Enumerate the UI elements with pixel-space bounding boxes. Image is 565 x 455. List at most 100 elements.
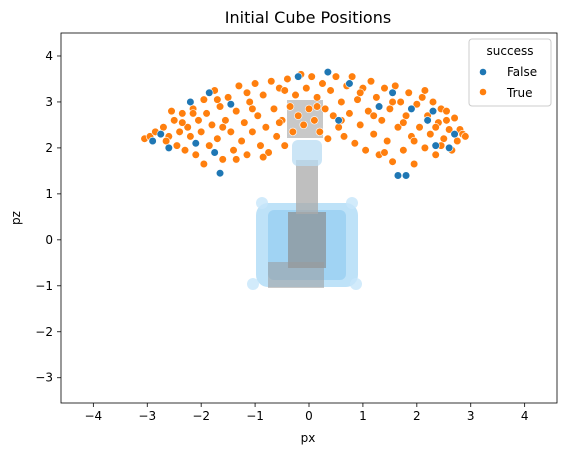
robot-arm bbox=[296, 160, 318, 214]
data-point-true bbox=[361, 146, 370, 155]
data-point-true bbox=[269, 104, 279, 113]
data-point-true bbox=[307, 72, 316, 81]
legend-marker-false bbox=[479, 68, 487, 76]
legend-label-false: False bbox=[507, 65, 537, 79]
data-point-true bbox=[348, 72, 357, 81]
data-point-true bbox=[396, 97, 405, 107]
data-point-false bbox=[191, 139, 200, 148]
data-point-true bbox=[388, 157, 397, 166]
x-axis-label: px bbox=[301, 431, 316, 445]
data-point-false bbox=[205, 88, 214, 97]
data-point-true bbox=[304, 104, 314, 113]
y-tick-label: 4 bbox=[45, 49, 53, 63]
data-point-true bbox=[213, 95, 222, 104]
robot-base-foot bbox=[268, 262, 324, 288]
data-point-true bbox=[242, 88, 252, 97]
data-point-true bbox=[312, 102, 322, 111]
data-point-true bbox=[191, 150, 200, 159]
data-point-true bbox=[337, 97, 346, 107]
data-point-true bbox=[162, 136, 171, 146]
data-point-true bbox=[232, 107, 241, 116]
x-tick-label: 0 bbox=[305, 409, 313, 423]
y-tick-label: −3 bbox=[35, 371, 53, 385]
data-point-true bbox=[334, 123, 343, 132]
data-point-true bbox=[431, 123, 440, 132]
data-point-true bbox=[283, 74, 292, 84]
robot-corner bbox=[350, 278, 362, 290]
data-point-true bbox=[321, 104, 330, 113]
data-point-false bbox=[407, 104, 416, 113]
data-point-true bbox=[450, 113, 459, 123]
data-point-true bbox=[391, 81, 400, 90]
data-point-false bbox=[334, 116, 343, 125]
x-tick-label: −4 bbox=[84, 409, 102, 423]
data-point-true bbox=[199, 95, 208, 104]
data-point-true bbox=[318, 79, 327, 88]
data-point-true bbox=[205, 141, 214, 150]
data-point-true bbox=[431, 150, 440, 159]
data-point-false bbox=[345, 79, 354, 88]
data-point-true bbox=[401, 111, 411, 120]
data-point-true bbox=[250, 79, 260, 88]
data-point-true bbox=[178, 109, 187, 118]
data-point-true bbox=[410, 159, 419, 169]
data-point-true bbox=[218, 155, 227, 164]
data-point-true bbox=[242, 150, 252, 159]
data-point-true bbox=[288, 127, 297, 136]
data-point-true bbox=[399, 146, 408, 155]
data-point-true bbox=[350, 139, 359, 148]
data-point-true bbox=[280, 141, 289, 150]
robot-base-core bbox=[288, 212, 326, 268]
data-point-false bbox=[294, 72, 303, 81]
chart-title: Initial Cube Positions bbox=[225, 8, 391, 27]
data-point-false bbox=[393, 171, 403, 180]
data-point-false bbox=[226, 100, 235, 109]
data-point-false bbox=[148, 136, 157, 146]
data-point-true bbox=[442, 116, 451, 125]
data-point-true bbox=[453, 136, 462, 146]
data-point-true bbox=[202, 109, 211, 118]
data-point-true bbox=[442, 107, 451, 116]
data-point-true bbox=[339, 132, 349, 141]
x-tick-label: 3 bbox=[467, 409, 475, 423]
data-point-false bbox=[156, 130, 165, 139]
data-point-true bbox=[369, 130, 378, 139]
legend-label-true: True bbox=[506, 86, 533, 100]
data-point-true bbox=[383, 136, 392, 146]
data-point-true bbox=[167, 107, 176, 116]
data-point-true bbox=[399, 118, 408, 127]
data-point-true bbox=[267, 77, 276, 86]
data-point-false bbox=[164, 143, 173, 153]
data-point-true bbox=[310, 116, 319, 125]
data-point-true bbox=[280, 86, 289, 95]
data-point-false bbox=[186, 97, 195, 107]
data-point-true bbox=[248, 127, 257, 136]
data-point-true bbox=[232, 155, 241, 164]
y-tick-label: −1 bbox=[35, 279, 53, 293]
data-point-true bbox=[226, 127, 235, 136]
robot-wrist bbox=[292, 140, 322, 166]
data-point-true bbox=[329, 111, 338, 120]
data-point-true bbox=[172, 141, 182, 150]
data-point-true bbox=[445, 125, 454, 134]
data-point-true bbox=[175, 127, 184, 136]
data-point-true bbox=[380, 84, 389, 93]
data-point-true bbox=[415, 123, 424, 132]
data-point-true bbox=[428, 97, 438, 107]
data-point-true bbox=[194, 116, 203, 125]
robot-silhouette bbox=[247, 100, 362, 290]
data-point-true bbox=[404, 88, 413, 97]
robot-corner bbox=[247, 278, 259, 290]
data-point-true bbox=[369, 111, 378, 120]
data-point-true bbox=[253, 111, 262, 120]
data-points bbox=[140, 67, 470, 180]
data-point-true bbox=[218, 123, 227, 132]
data-point-false bbox=[374, 102, 384, 111]
data-point-true bbox=[261, 123, 270, 132]
y-tick-label: 3 bbox=[45, 95, 53, 109]
data-point-false bbox=[388, 88, 397, 97]
data-point-true bbox=[221, 116, 230, 125]
data-point-false bbox=[431, 141, 440, 150]
x-tick-label: 1 bbox=[359, 409, 367, 423]
